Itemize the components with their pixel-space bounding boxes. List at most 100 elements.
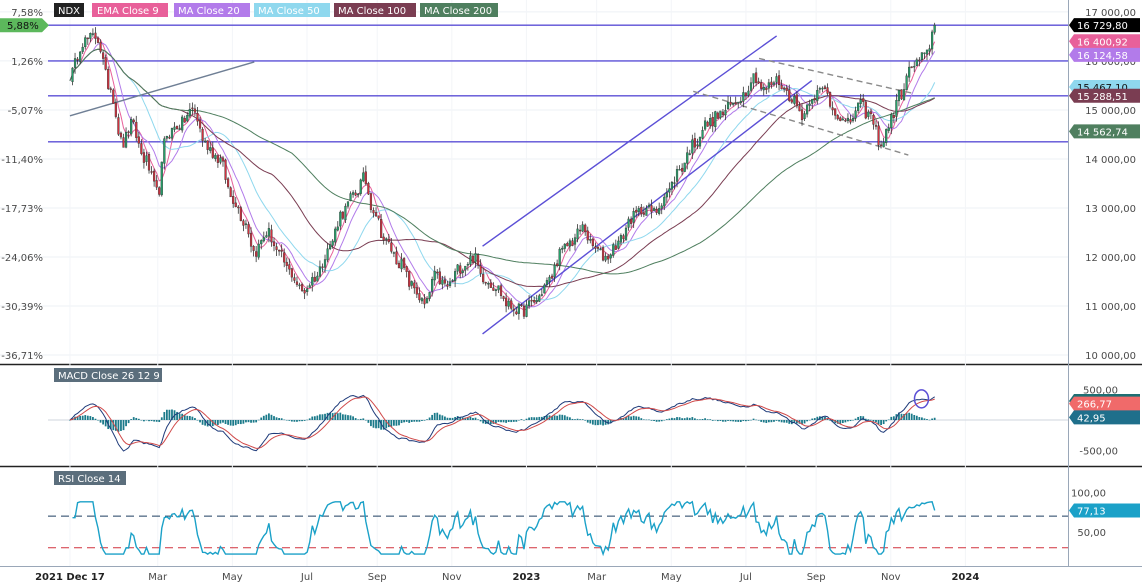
candle-body[interactable] [806,104,809,115]
candle-body[interactable] [882,141,885,148]
candle-body[interactable] [726,101,730,109]
legend-ema9[interactable] [92,3,168,17]
candle-body[interactable] [255,251,258,257]
candle-body[interactable] [647,204,651,208]
candle-body[interactable] [617,240,620,249]
candle-body[interactable] [278,249,281,252]
candle-body[interactable] [719,110,722,119]
candle-body[interactable] [397,262,401,269]
candle-body[interactable] [311,277,314,286]
candle-body[interactable] [104,57,107,70]
macd-pane-bg[interactable] [0,366,1068,464]
candle-body[interactable] [673,182,676,184]
candle-body[interactable] [594,246,597,249]
candle-body[interactable] [816,90,819,101]
candle-body[interactable] [788,89,791,101]
candle-body[interactable] [124,132,128,148]
candle-body[interactable] [267,228,270,237]
candle-body[interactable] [446,284,449,287]
trend-line-falling-wedge-bottom[interactable] [693,90,909,156]
candle-body[interactable] [122,137,125,148]
candle-body[interactable] [431,279,434,292]
candle-body[interactable] [372,210,375,214]
candle-body[interactable] [425,298,429,304]
candle-body[interactable] [349,193,352,201]
candle-body[interactable] [385,238,388,240]
candle-body[interactable] [112,89,115,104]
candle-body[interactable] [482,274,485,283]
candle-body[interactable] [257,243,260,258]
candle-body[interactable] [265,235,268,238]
candle-body[interactable] [188,109,191,117]
candle-body[interactable] [642,212,645,215]
candle-body[interactable] [739,100,742,103]
candle-body[interactable] [732,103,735,105]
candle-body[interactable] [795,94,799,107]
candle-body[interactable] [173,126,176,130]
candle-body[interactable] [632,211,635,223]
candle-body[interactable] [775,76,778,83]
candle-body[interactable] [464,265,467,271]
candle-body[interactable] [86,37,89,40]
candle-body[interactable] [168,136,171,139]
candle-body[interactable] [828,92,832,107]
rsi-pane-bg[interactable] [0,468,1068,566]
candle-body[interactable] [867,111,870,117]
candle-body[interactable] [247,224,250,235]
trend-line-channel-upper[interactable] [482,35,778,247]
candle-body[interactable] [270,229,273,243]
candle-body[interactable] [540,294,543,296]
candle-body[interactable] [670,182,674,190]
candle-body[interactable] [517,303,520,314]
candle-body[interactable] [890,114,893,129]
candle-body[interactable] [846,117,850,122]
candle-body[interactable] [408,270,411,287]
candle-body[interactable] [71,67,74,82]
candle-body[interactable] [505,297,508,307]
candle-body[interactable] [900,89,903,100]
candle-body[interactable] [839,117,842,121]
candle-body[interactable] [665,192,668,198]
candle-body[interactable] [420,298,424,302]
candle-body[interactable] [857,102,860,111]
candle-body[interactable] [476,254,480,266]
candle-body[interactable] [668,188,671,193]
candle-body[interactable] [306,288,309,292]
candle-body[interactable] [777,75,781,86]
candle-body[interactable] [499,285,503,296]
candle-body[interactable] [604,255,607,261]
candle-body[interactable] [885,129,888,143]
candle-body[interactable] [275,246,278,250]
candle-body[interactable] [527,300,531,307]
candle-body[interactable] [193,108,197,113]
candle-body[interactable] [703,120,707,130]
candle-body[interactable] [510,300,513,309]
candle-body[interactable] [392,252,395,254]
candle-body[interactable] [232,196,235,204]
candle-body[interactable] [619,235,623,243]
candle-body[interactable] [158,187,161,195]
candle-body[interactable] [744,92,747,96]
candle-body[interactable] [826,87,829,94]
candle-body[interactable] [721,111,725,115]
candle-body[interactable] [198,119,202,129]
candle-body[interactable] [369,193,373,210]
candle-body[interactable] [905,75,908,91]
candle-body[interactable] [395,251,398,265]
candle-body[interactable] [854,110,857,119]
rsi-title-box[interactable] [54,471,126,485]
candle-body[interactable] [918,59,921,62]
candle-body[interactable] [841,118,844,121]
candle-body[interactable] [686,152,689,164]
candle-body[interactable] [84,37,87,48]
candle-body[interactable] [436,271,439,274]
candle-body[interactable] [326,248,329,261]
candle-body[interactable] [543,284,546,294]
candle-body[interactable] [688,153,691,155]
candle-body[interactable] [813,98,816,101]
candle-body[interactable] [441,279,444,285]
candle-body[interactable] [489,282,492,288]
candle-body[interactable] [507,300,510,307]
candle-body[interactable] [734,102,737,104]
candle-body[interactable] [300,284,304,291]
